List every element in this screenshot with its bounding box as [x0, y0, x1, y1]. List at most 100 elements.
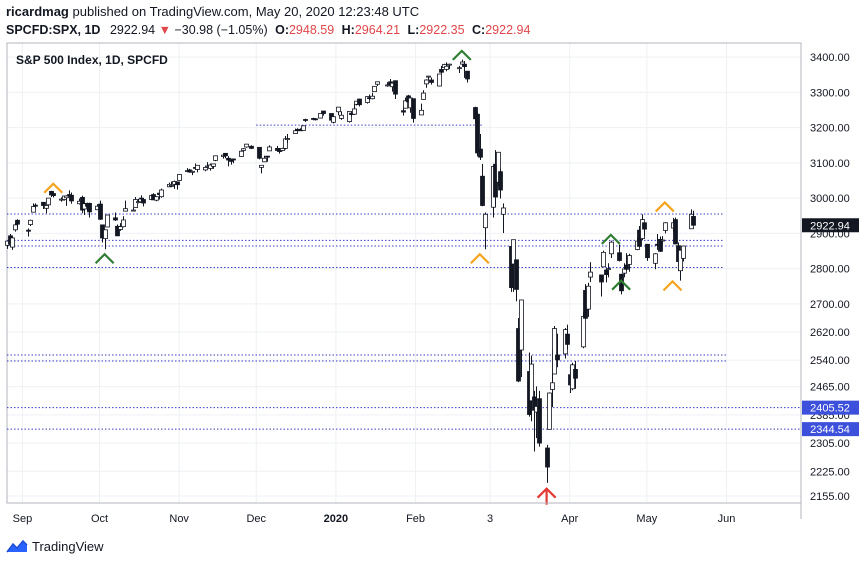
candle-body	[280, 147, 285, 151]
candle-body	[241, 148, 246, 151]
candle-body	[118, 226, 123, 230]
candle-body	[681, 245, 686, 259]
candle-body	[303, 119, 308, 121]
candle-body	[586, 285, 591, 310]
candle-body	[426, 75, 431, 78]
arrow-up-icon	[662, 279, 683, 292]
y-tick-label: 2155.00	[810, 491, 850, 503]
y-tick-label: 2620.00	[810, 327, 850, 339]
candle-body	[26, 229, 31, 232]
tradingview-logo-icon	[6, 539, 28, 553]
candle-body	[177, 174, 182, 181]
arrow-up-icon	[601, 233, 621, 245]
y-tick-label: 3300.00	[810, 87, 850, 99]
candle-body	[175, 181, 180, 186]
candle-body	[663, 222, 668, 231]
candle-body	[115, 225, 120, 237]
candle-body	[483, 213, 488, 229]
candle-body	[331, 116, 336, 123]
candle-body	[283, 138, 288, 149]
candle-body	[573, 369, 578, 379]
y-tick-label: 3400.00	[810, 52, 850, 64]
candle-body	[457, 67, 462, 70]
candle-body	[318, 113, 323, 119]
x-tick-label: May	[636, 513, 657, 525]
candle-body	[601, 251, 606, 268]
price-tag	[802, 400, 859, 415]
candle-body	[10, 237, 15, 248]
footer-brand[interactable]: TradingView	[6, 538, 104, 554]
y-tick-label: 3200.00	[810, 123, 850, 135]
candle-body	[480, 175, 485, 206]
candle-body	[357, 98, 362, 106]
candle-body	[265, 155, 270, 158]
candle-body	[673, 219, 678, 245]
candle-body	[31, 206, 36, 213]
candle-body	[41, 201, 46, 206]
candle-body	[13, 224, 18, 231]
candle-body	[547, 392, 552, 430]
low-label: L:	[407, 23, 420, 37]
candle-body	[131, 209, 136, 212]
candle-body	[370, 95, 375, 100]
candle-body	[28, 219, 33, 225]
candle-body	[213, 155, 218, 161]
candle-body	[537, 398, 542, 444]
candle-body	[372, 85, 377, 93]
brand-name: TradingView	[32, 538, 104, 554]
candle-body	[552, 328, 557, 375]
candle-body	[339, 114, 344, 119]
arrow-up-icon	[43, 182, 64, 194]
x-tick-label: Dec	[246, 513, 266, 525]
x-tick-label: Jun	[718, 513, 736, 525]
candle-body	[15, 219, 20, 225]
candle-body	[462, 63, 467, 68]
candle-body	[498, 171, 503, 191]
author-name[interactable]: ricardmag	[6, 4, 69, 19]
candle-body	[87, 202, 92, 213]
x-tick-label: Feb	[406, 513, 425, 525]
arrow-up-icon	[470, 252, 490, 265]
x-tick-label: 3	[487, 513, 493, 525]
candle-body	[519, 299, 524, 351]
down-triangle-icon: ▼	[158, 23, 171, 37]
arrow-up-icon	[452, 49, 472, 61]
candle-body	[645, 243, 650, 259]
candle-body	[565, 333, 570, 345]
candle-body	[285, 138, 290, 140]
candle-body	[691, 216, 696, 226]
candle-body	[121, 219, 126, 228]
y-tick-label: 2700.00	[810, 299, 850, 311]
price-change: −30.98 (−1.05%)	[174, 23, 268, 37]
candle-body	[154, 196, 159, 201]
candle-body	[190, 170, 195, 173]
y-tick-label: 2540.00	[810, 355, 850, 367]
candle-body	[529, 363, 534, 402]
candle-body	[419, 109, 424, 116]
candle-body	[516, 328, 521, 382]
candle-body	[437, 73, 442, 87]
candle-body	[141, 199, 146, 204]
x-tick-label: Apr	[561, 513, 578, 525]
last-price: 2922.94	[109, 23, 156, 37]
candle-body	[105, 214, 110, 228]
price-tag-label: 2405.52	[810, 403, 850, 415]
candle-body	[447, 63, 452, 66]
candle-body	[424, 79, 429, 85]
candle-body	[262, 157, 267, 163]
candle-body	[514, 259, 519, 290]
candle-body	[267, 146, 272, 152]
price-tag	[802, 422, 859, 437]
y-tick-label: 3000.00	[810, 193, 850, 205]
candle-body	[642, 222, 647, 230]
x-tick-label: Nov	[169, 513, 189, 525]
candle-body	[33, 204, 38, 207]
candle-body	[69, 194, 74, 202]
candle-body	[599, 274, 604, 283]
candle-body	[501, 207, 506, 215]
candle-body	[123, 208, 128, 212]
candle-body	[609, 241, 614, 255]
ohlc-legend: SPCFD:SPX, 1D 2922.94 ▼ −30.98 (−1.05%) …	[6, 23, 530, 37]
candle-body	[159, 189, 164, 198]
